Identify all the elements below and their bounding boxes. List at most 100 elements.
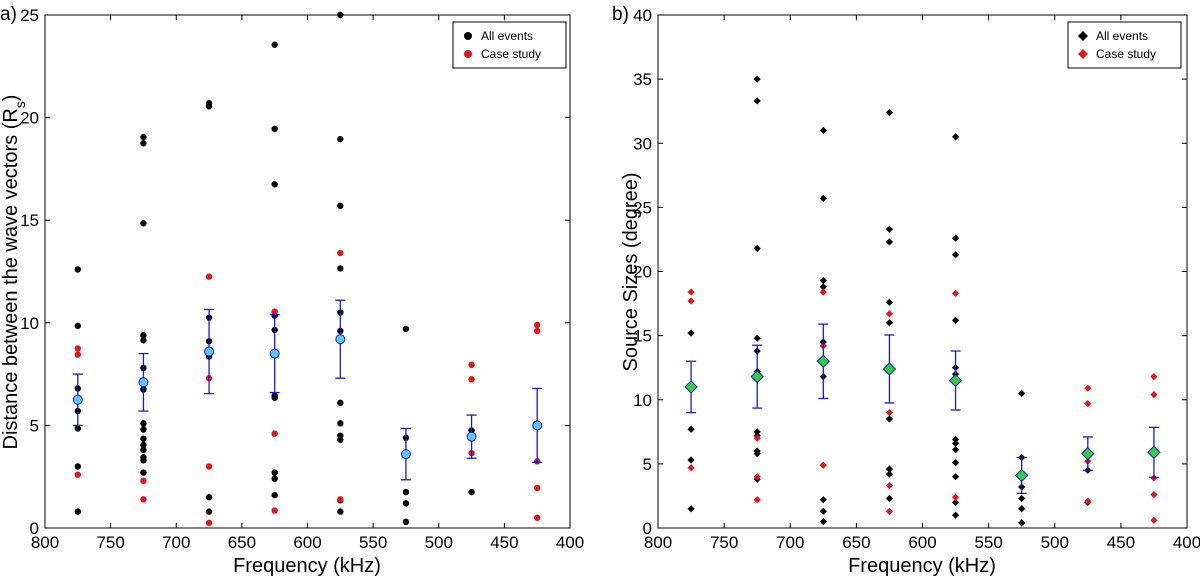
data-point-all-events [140,441,147,449]
x-tick-label: 800 [644,533,672,552]
data-point-all-events [271,125,278,133]
data-point-case-study [468,376,475,383]
y-axis-title-a-main: Distance between the wave vectors (R [0,108,22,449]
legend-box-b [1067,21,1182,69]
y-tick-label: 5 [643,455,652,474]
data-point-all-events [271,475,278,482]
data-marks-a [72,11,543,527]
data-point-all-events [1018,519,1026,527]
data-point-all-events [74,322,82,330]
mean-point [882,362,897,376]
data-point-all-events [140,457,147,464]
data-point-all-events [74,508,82,515]
y-tick-label: 5 [30,416,39,435]
x-tick-label: 600 [293,533,321,552]
y-tick-label: 30 [633,134,652,153]
y-axis-title-a-subscript: s [12,101,28,108]
data-point-all-events [205,103,213,110]
legend-box-a [452,21,567,69]
data-point-case-study [885,310,894,318]
data-point-all-events [885,319,894,327]
data-point-all-events [140,133,147,141]
data-point-all-events [140,446,147,454]
data-point-all-events [74,266,82,273]
data-point-all-events [402,500,410,507]
data-point-case-study [687,297,695,305]
x-tick-label: 400 [556,533,584,552]
data-point-all-events [885,238,894,246]
y-tick-label: 15 [20,211,39,230]
data-point-all-events [140,337,147,344]
data-point-all-events [337,436,344,443]
data-point-all-events [140,469,147,476]
x-axis-title-a: Frequency (kHz) [233,555,381,577]
mean-point [948,373,963,388]
data-point-case-study [533,484,541,492]
data-point-case-study [1150,391,1158,399]
x-tick-label: 650 [842,533,870,552]
data-point-all-events [753,450,761,458]
mean-point [400,449,411,460]
y-tick-label: 10 [20,314,39,333]
mean-point [684,380,698,394]
data-point-case-study [1150,373,1158,381]
data-point-all-events [337,135,344,143]
data-point-all-events [951,439,960,447]
data-point-all-events [819,126,827,135]
x-tick-label: 500 [1041,533,1069,552]
mean-point [532,420,543,431]
mean-point [269,348,280,359]
y-tick-label: 25 [20,6,39,25]
x-tick-label: 750 [710,533,738,552]
data-point-case-study [1084,399,1092,408]
mean-point [816,354,831,368]
data-point-all-events [140,220,147,227]
data-point-case-study [1150,516,1158,524]
data-point-case-study [205,519,213,527]
axis-ticks-b: 800 750 700 650 600 550 500 450 400 0 5 10 15 20 25 30 3… [633,6,1200,552]
data-point-case-study [1084,384,1092,392]
data-point-all-events [687,329,695,337]
data-point-all-events [951,473,960,481]
x-axis-title-b: Frequency (kHz) [848,555,996,577]
data-point-all-events [337,399,344,407]
mean-point [1081,446,1095,461]
data-point-all-events [819,517,827,526]
y-tick-label: 35 [633,70,652,89]
legend-label-case-study-b: Case study [1096,47,1156,61]
data-point-all-events [819,194,827,202]
data-point-case-study [819,288,827,296]
plot-area-a [44,14,571,529]
data-point-all-events [271,41,278,48]
data-point-all-events [1018,494,1026,503]
data-point-case-study [337,496,344,503]
data-point-case-study [533,514,541,521]
panel-a: a) Frequency (kHz) Distance between the … [0,4,584,577]
data-point-all-events [753,334,761,342]
data-point-all-events [885,415,894,423]
legend-label-case-study-a: Case study [481,47,541,61]
mean-point [335,334,346,345]
data-point-all-events [337,265,344,272]
data-point-all-events [753,97,761,105]
data-point-all-events [885,470,894,478]
x-tick-label: 400 [1173,533,1200,552]
mean-point [204,346,215,357]
data-point-all-events [271,181,278,188]
data-point-case-study [140,496,147,503]
legend-a: All events Case study [452,21,567,69]
mean-point [466,431,477,442]
data-point-case-study [74,471,82,478]
data-point-all-events [951,234,960,242]
data-point-all-events [271,469,278,476]
data-point-all-events [140,435,147,442]
data-point-all-events [885,494,894,503]
data-point-all-events [337,420,344,427]
x-tick-label: 650 [228,533,256,552]
data-point-all-events [271,394,278,401]
data-point-case-study [1150,491,1158,499]
x-tick-label: 800 [31,533,59,552]
x-tick-label: 550 [974,533,1002,552]
data-point-case-study [753,434,761,442]
